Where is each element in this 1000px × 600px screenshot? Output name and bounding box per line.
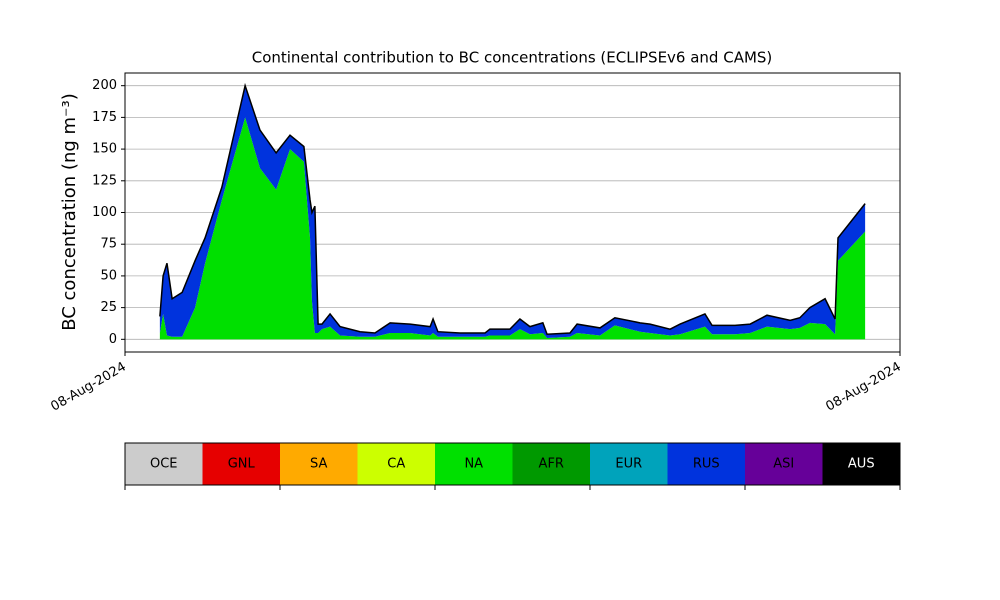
y-tick-label: 0 [109,332,117,347]
stack-outline [159,82,866,336]
y-tick-label: 100 [92,205,117,220]
legend-swatch [512,443,590,485]
x-tick-label: 08-Aug-2024 [823,360,903,415]
legend-swatch [822,443,900,485]
legend-swatch [435,443,513,485]
legend-label: NA [464,457,483,472]
y-axis-label: BC concentration (ng m⁻³) [59,93,80,331]
legend-label: GNL [228,457,256,472]
legend-swatch [745,443,823,485]
plot-frame [124,72,901,353]
area [159,117,866,340]
y-tick-label: 125 [92,173,117,188]
legend-label: SA [310,457,327,472]
y-tick-label: 200 [92,78,117,93]
legend-label: RUS [693,457,720,472]
chart-title: Continental contribution to BC concentra… [252,49,773,67]
x-tick-label: 08-Aug-2024 [48,360,128,415]
legend-frame [124,442,901,486]
y-tick-label: 75 [100,237,117,252]
legend-swatch [590,443,668,485]
legend-label: EUR [615,457,642,472]
y-tick-label: 25 [100,300,117,315]
legend-swatch [202,443,280,485]
legend-swatch [357,443,435,485]
legend-label: OCE [150,457,178,472]
y-tick-label: 175 [92,110,117,125]
legend-swatch [125,443,203,485]
legend-label: AFR [539,457,564,472]
legend-swatch [667,443,745,485]
y-tick-label: 150 [92,142,117,157]
y-tick-label: 50 [100,268,117,283]
legend-label: CA [387,457,405,472]
legend-label: ASI [773,457,794,472]
legend-label: AUS [848,457,875,472]
legend-swatch [280,443,358,485]
